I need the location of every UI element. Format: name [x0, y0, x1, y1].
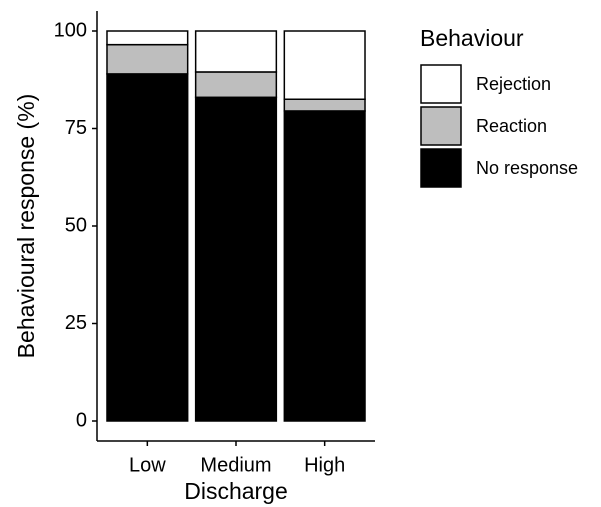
x-tick-label: Low	[129, 454, 166, 476]
x-tick-label: High	[304, 454, 345, 476]
bar-segment	[106, 43, 189, 75]
bar-segment	[283, 110, 366, 422]
y-axis-title: Behavioural response (%)	[13, 94, 39, 359]
bar-segment	[194, 71, 278, 99]
bar-segment	[283, 98, 366, 112]
bar-segment	[106, 73, 189, 422]
legend-swatch	[420, 64, 462, 104]
x-axis-title: Discharge	[184, 478, 288, 504]
legend-label: No response	[476, 158, 578, 178]
legend-swatch	[420, 148, 462, 188]
y-tick-label: 50	[65, 214, 87, 236]
bar-segment	[194, 30, 278, 73]
legend-title: Behaviour	[420, 25, 524, 51]
bar-segment	[194, 96, 278, 422]
y-tick-label: 75	[65, 117, 87, 139]
legend-label: Reaction	[476, 116, 547, 136]
bar-segment	[106, 30, 189, 46]
legend-swatch	[420, 106, 462, 146]
bar-segment	[283, 30, 366, 100]
legend-label: Rejection	[476, 74, 551, 94]
y-tick-label: 0	[76, 409, 87, 431]
y-tick-label: 25	[65, 312, 87, 334]
y-tick-label: 100	[54, 19, 87, 41]
x-tick-label: Medium	[200, 454, 271, 476]
